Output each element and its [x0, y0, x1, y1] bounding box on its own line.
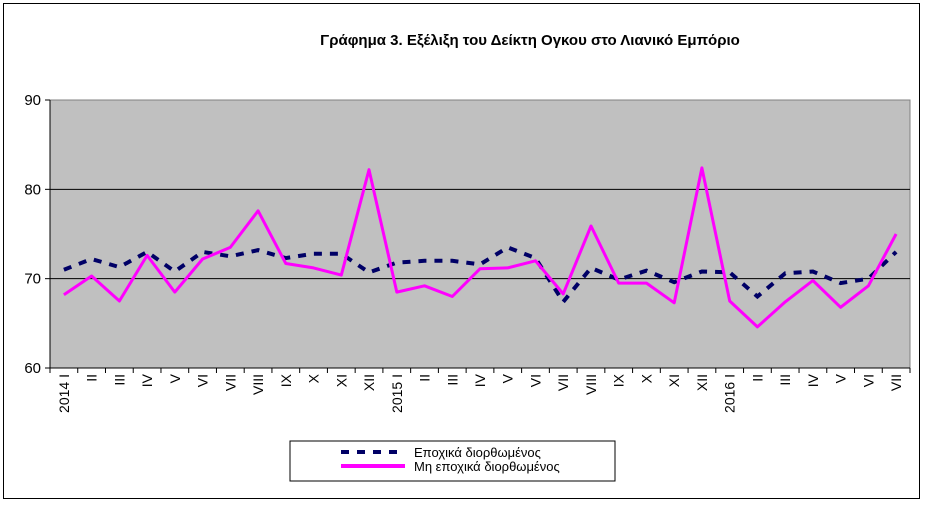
x-tick-label: X [306, 373, 322, 383]
legend-box [289, 440, 616, 482]
legend: Εποχικά διορθωμένος Μη εποχικά διορθωμέν… [289, 440, 616, 482]
chart-frame [3, 3, 920, 499]
x-tick-label: IX [611, 373, 627, 387]
x-tick-label: 2016 I [722, 374, 738, 413]
x-tick-label: XII [694, 374, 710, 391]
x-tick-label: IX [278, 373, 294, 387]
y-tick-label: 90 [24, 92, 41, 109]
x-tick-label: IV [472, 373, 488, 387]
y-tick-label: 60 [24, 360, 41, 377]
x-tick-label: 2014 I [56, 374, 72, 413]
x-tick-label: V [167, 373, 183, 383]
x-tick-label: IV [805, 373, 821, 387]
x-tick-label: 2015 I [389, 374, 405, 413]
x-axis: 2014 I II III IV V VI VII VIII IX X XI XII 2015 I II I… [49, 367, 911, 413]
x-tick-label: VII [555, 374, 571, 391]
y-axis: 60 70 80 90 [24, 92, 51, 377]
x-tick-label: X [638, 373, 654, 383]
series-layer [63, 166, 898, 329]
x-tick-label: VI [860, 374, 876, 387]
x-tick-label: II [749, 374, 765, 382]
x-tick-label: II [417, 374, 433, 382]
x-tick-label: VI [195, 374, 211, 387]
x-tick-label: VII [888, 374, 904, 391]
gridlines [50, 188, 910, 280]
x-tick-label: III [777, 374, 793, 386]
x-tick-label: XII [361, 374, 377, 391]
plot-area [49, 99, 911, 369]
x-tick-label: VII [222, 374, 238, 391]
y-tick-label: 70 [24, 271, 41, 288]
x-tick-label: III [111, 374, 127, 386]
x-tick-label: VI [527, 374, 543, 387]
x-tick-label: XI [666, 374, 682, 387]
chart-title: Γράφημα 3. Εξέλιξη του Δείκτη Ογκου στο … [320, 32, 740, 49]
x-tick-label: IV [139, 373, 155, 387]
y-tick-label: 80 [24, 181, 41, 198]
legend-label-not-seasonally-adjusted: Μη εποχικά διορθωμένος [414, 459, 560, 474]
legend-label-seasonally-adjusted: Εποχικά διορθωμένος [414, 445, 541, 460]
x-tick-label: II [84, 374, 100, 382]
x-tick-label: V [500, 373, 516, 383]
x-tick-label: III [444, 374, 460, 386]
x-tick-label: V [833, 373, 849, 383]
x-tick-label: XI [333, 374, 349, 387]
x-tick-label: VIII [583, 374, 599, 395]
x-tick-label: VIII [250, 374, 266, 395]
